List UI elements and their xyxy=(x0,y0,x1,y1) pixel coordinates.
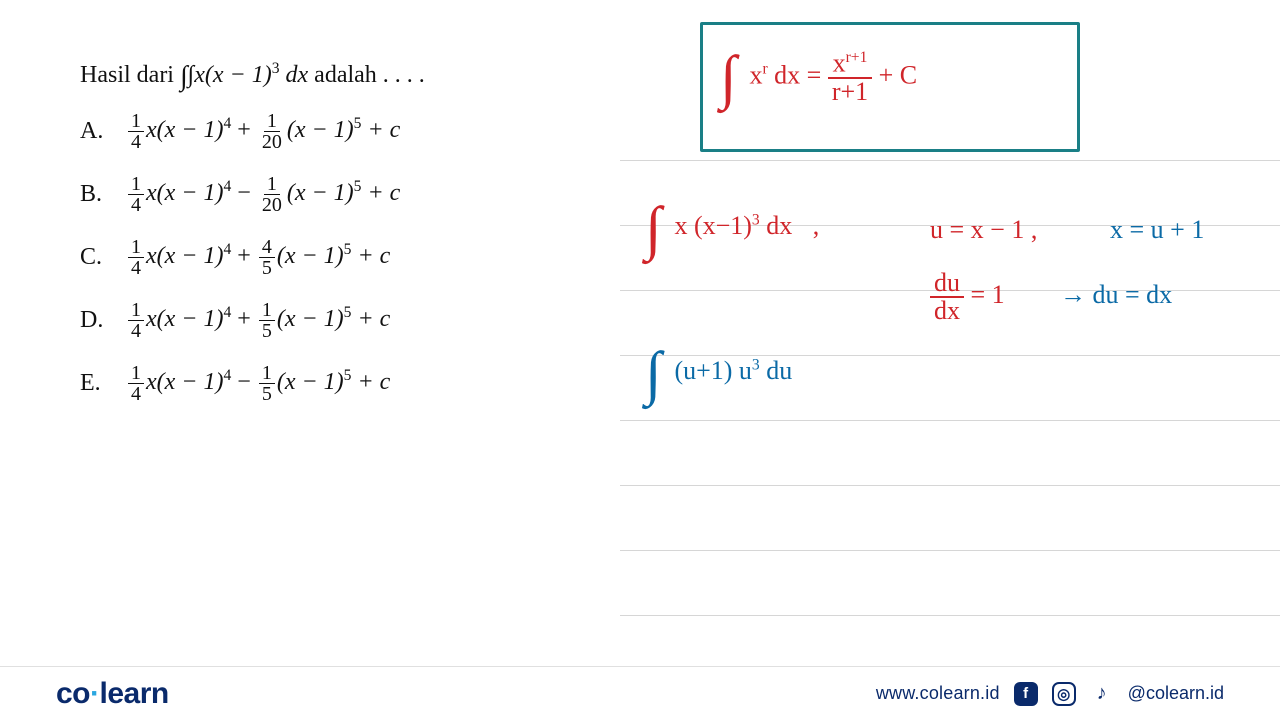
logo-text-a: co xyxy=(56,677,90,710)
hand-dudx-result: → du = dx xyxy=(1060,280,1172,310)
rule-line xyxy=(620,485,1280,486)
problem-prompt: Hasil dari ∫∫x(x − 1)3 dx adalah . . . . xyxy=(80,60,600,93)
footer-bar: co·learn www.colearn.id f ◎ ♪ @colearn.i… xyxy=(0,666,1280,720)
option-expr: 14x(x − 1)4 − 15(x − 1)5 + c xyxy=(126,363,390,404)
hand-formula: ∫ xr dx = xr+1 r+1 + C xyxy=(720,50,917,105)
prompt-suffix: adalah . . . . xyxy=(314,62,425,88)
option-letter: D. xyxy=(80,307,108,334)
option-d: D. 14x(x − 1)4 + 15(x − 1)5 + c xyxy=(80,300,600,341)
footer-url[interactable]: www.colearn.id xyxy=(876,683,1000,704)
prompt-prefix: Hasil dari xyxy=(80,62,180,88)
option-b: B. 14x(x − 1)4 − 120(x − 1)5 + c xyxy=(80,174,600,215)
hand-integral-u: ∫ (u+1) u3 du xyxy=(645,355,792,391)
integral-icon: ∫ xyxy=(645,355,661,391)
option-letter: B. xyxy=(80,181,108,208)
option-list: A. 14x(x − 1)4 + 120(x − 1)5 + c B. 14x(… xyxy=(80,111,600,404)
prompt-integrand: ∫x(x − 1) xyxy=(188,62,272,88)
rule-line xyxy=(620,550,1280,551)
integral-icon: ∫ xyxy=(180,61,188,92)
hand-sub-u: u = x − 1 , xyxy=(930,215,1037,245)
option-expr: 14x(x − 1)4 − 120(x − 1)5 + c xyxy=(126,174,400,215)
option-letter: C. xyxy=(80,244,108,271)
option-letter: E. xyxy=(80,370,108,397)
hand-derivative: du dx = 1 xyxy=(930,270,1005,324)
footer-handle[interactable]: @colearn.id xyxy=(1128,683,1224,704)
integral-icon: ∫ xyxy=(645,210,661,246)
footer-right: www.colearn.id f ◎ ♪ @colearn.id xyxy=(876,682,1224,706)
prompt-dx: dx xyxy=(286,62,309,88)
prompt-exp: 3 xyxy=(272,60,280,77)
facebook-icon[interactable]: f xyxy=(1014,682,1038,706)
brand-logo: co·learn xyxy=(56,677,169,711)
logo-dot: · xyxy=(90,677,100,710)
option-e: E. 14x(x − 1)4 − 15(x − 1)5 + c xyxy=(80,363,600,404)
option-c: C. 14x(x − 1)4 + 45(x − 1)5 + c xyxy=(80,237,600,278)
integral-icon: ∫ xyxy=(720,59,736,95)
rule-line xyxy=(620,420,1280,421)
option-expr: 14x(x − 1)4 + 120(x − 1)5 + c xyxy=(126,111,400,152)
rule-line xyxy=(620,615,1280,616)
option-a: A. 14x(x − 1)4 + 120(x − 1)5 + c xyxy=(80,111,600,152)
tiktok-icon[interactable]: ♪ xyxy=(1090,682,1114,706)
instagram-icon[interactable]: ◎ xyxy=(1052,682,1076,706)
rule-line xyxy=(620,160,1280,161)
problem-block: Hasil dari ∫∫x(x − 1)3 dx adalah . . . .… xyxy=(80,60,600,426)
option-letter: A. xyxy=(80,118,108,145)
hand-sub-x: x = u + 1 xyxy=(1110,215,1204,245)
option-expr: 14x(x − 1)4 + 45(x − 1)5 + c xyxy=(126,237,390,278)
arrow-icon: → xyxy=(1060,280,1093,309)
hand-integral-setup: ∫ x (x−1)3 dx , xyxy=(645,210,833,246)
option-expr: 14x(x − 1)4 + 15(x − 1)5 + c xyxy=(126,300,390,341)
logo-text-b: learn xyxy=(100,677,169,710)
